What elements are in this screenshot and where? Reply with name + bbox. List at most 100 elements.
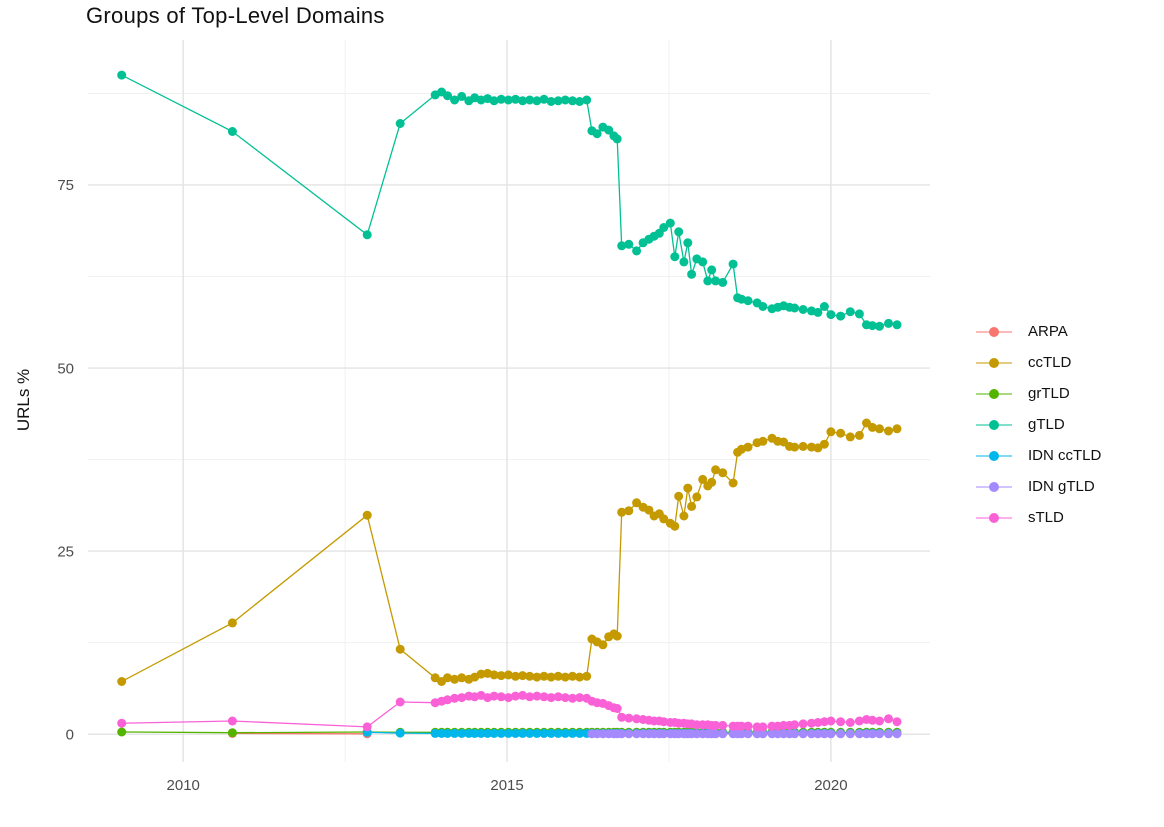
data-point [553, 96, 563, 106]
legend-item-grtld: grTLD [976, 378, 1101, 409]
data-point [698, 474, 708, 484]
data-point [553, 728, 563, 738]
data-point [443, 673, 452, 683]
data-point [450, 674, 460, 684]
data-point [568, 728, 577, 738]
legend-key-icon [976, 450, 1012, 461]
data-point [854, 430, 864, 440]
data-point [659, 514, 669, 524]
data-point [362, 230, 372, 240]
data-point [711, 729, 721, 739]
data-point [362, 722, 372, 732]
data-point [884, 426, 893, 436]
data-point [624, 713, 634, 723]
data-point [743, 729, 753, 739]
data-point [845, 729, 855, 739]
data-point [117, 727, 127, 737]
data-point [518, 96, 528, 106]
data-point [665, 218, 675, 228]
data-point [826, 427, 836, 437]
legend-key-icon [976, 326, 1012, 337]
data-point [711, 276, 721, 286]
data-point [617, 241, 627, 251]
data-point [227, 127, 237, 136]
data-point [798, 305, 808, 314]
legend-label: grTLD [1028, 385, 1070, 402]
data-point [854, 729, 864, 739]
data-point [443, 91, 452, 101]
data-point [703, 276, 713, 286]
data-point [489, 96, 499, 106]
data-point [758, 436, 768, 446]
data-point [836, 729, 846, 739]
data-point [525, 728, 535, 738]
data-point [560, 672, 570, 682]
data-point [679, 257, 689, 267]
data-point [674, 227, 684, 237]
axis-tick-labels: 0 25 50 75 2010 2015 2020 [57, 177, 847, 794]
data-point [632, 729, 642, 739]
major-gridlines [88, 40, 930, 762]
data-point [884, 714, 893, 724]
data-point [443, 695, 452, 705]
data-point [718, 729, 728, 739]
legend-label: sTLD [1028, 509, 1064, 526]
data-point [582, 671, 592, 681]
data-point [728, 478, 738, 488]
data-point [511, 728, 520, 738]
data-point [790, 442, 800, 452]
data-point [683, 483, 693, 493]
data-point [632, 246, 642, 256]
data-point [457, 91, 467, 101]
data-point [826, 729, 836, 739]
data-point [718, 277, 728, 287]
data-point [457, 728, 467, 738]
data-point [117, 677, 127, 686]
data-point [790, 303, 800, 313]
data-point [617, 712, 627, 722]
data-point [737, 721, 746, 731]
legend-item-arpa: ARPA [976, 316, 1101, 347]
data-point [743, 296, 753, 306]
legend-label: ccTLD [1028, 354, 1072, 371]
data-point [582, 95, 592, 105]
series-arpa [227, 728, 372, 739]
data-point [854, 309, 864, 319]
data-point [457, 693, 467, 703]
data-point [511, 671, 520, 681]
data-point [875, 424, 884, 434]
data-point [826, 310, 836, 320]
chart-title: Groups of Top-Level Domains [86, 3, 385, 28]
data-point [718, 720, 728, 730]
data-point [598, 640, 608, 650]
data-point [496, 671, 506, 681]
data-point [395, 728, 405, 738]
y-axis-tick-label: 0 [66, 726, 74, 743]
data-point [395, 644, 405, 654]
legend-item-cctld: ccTLD [976, 347, 1101, 378]
legend-item-stld: sTLD [976, 502, 1101, 533]
data-point [525, 692, 535, 702]
data-point [875, 716, 884, 726]
data-point [518, 690, 528, 700]
data-point [798, 719, 808, 729]
data-point [612, 631, 622, 641]
legend-item-idn-gtld: IDN gTLD [976, 471, 1101, 502]
data-point [819, 439, 829, 449]
data-point [568, 96, 577, 106]
series-cctld [117, 418, 902, 686]
data-point [539, 671, 549, 681]
data-point [560, 728, 570, 738]
data-point [532, 96, 542, 106]
data-point [659, 729, 669, 739]
data-point [798, 441, 808, 451]
legend-label: gTLD [1028, 416, 1065, 433]
data-point [503, 728, 513, 738]
data-point [659, 223, 669, 232]
legend-item-gtld: gTLD [976, 409, 1101, 440]
data-point [758, 302, 768, 311]
y-axis-tick-label: 25 [57, 543, 74, 560]
data-point [546, 97, 556, 106]
data-point [470, 728, 480, 738]
